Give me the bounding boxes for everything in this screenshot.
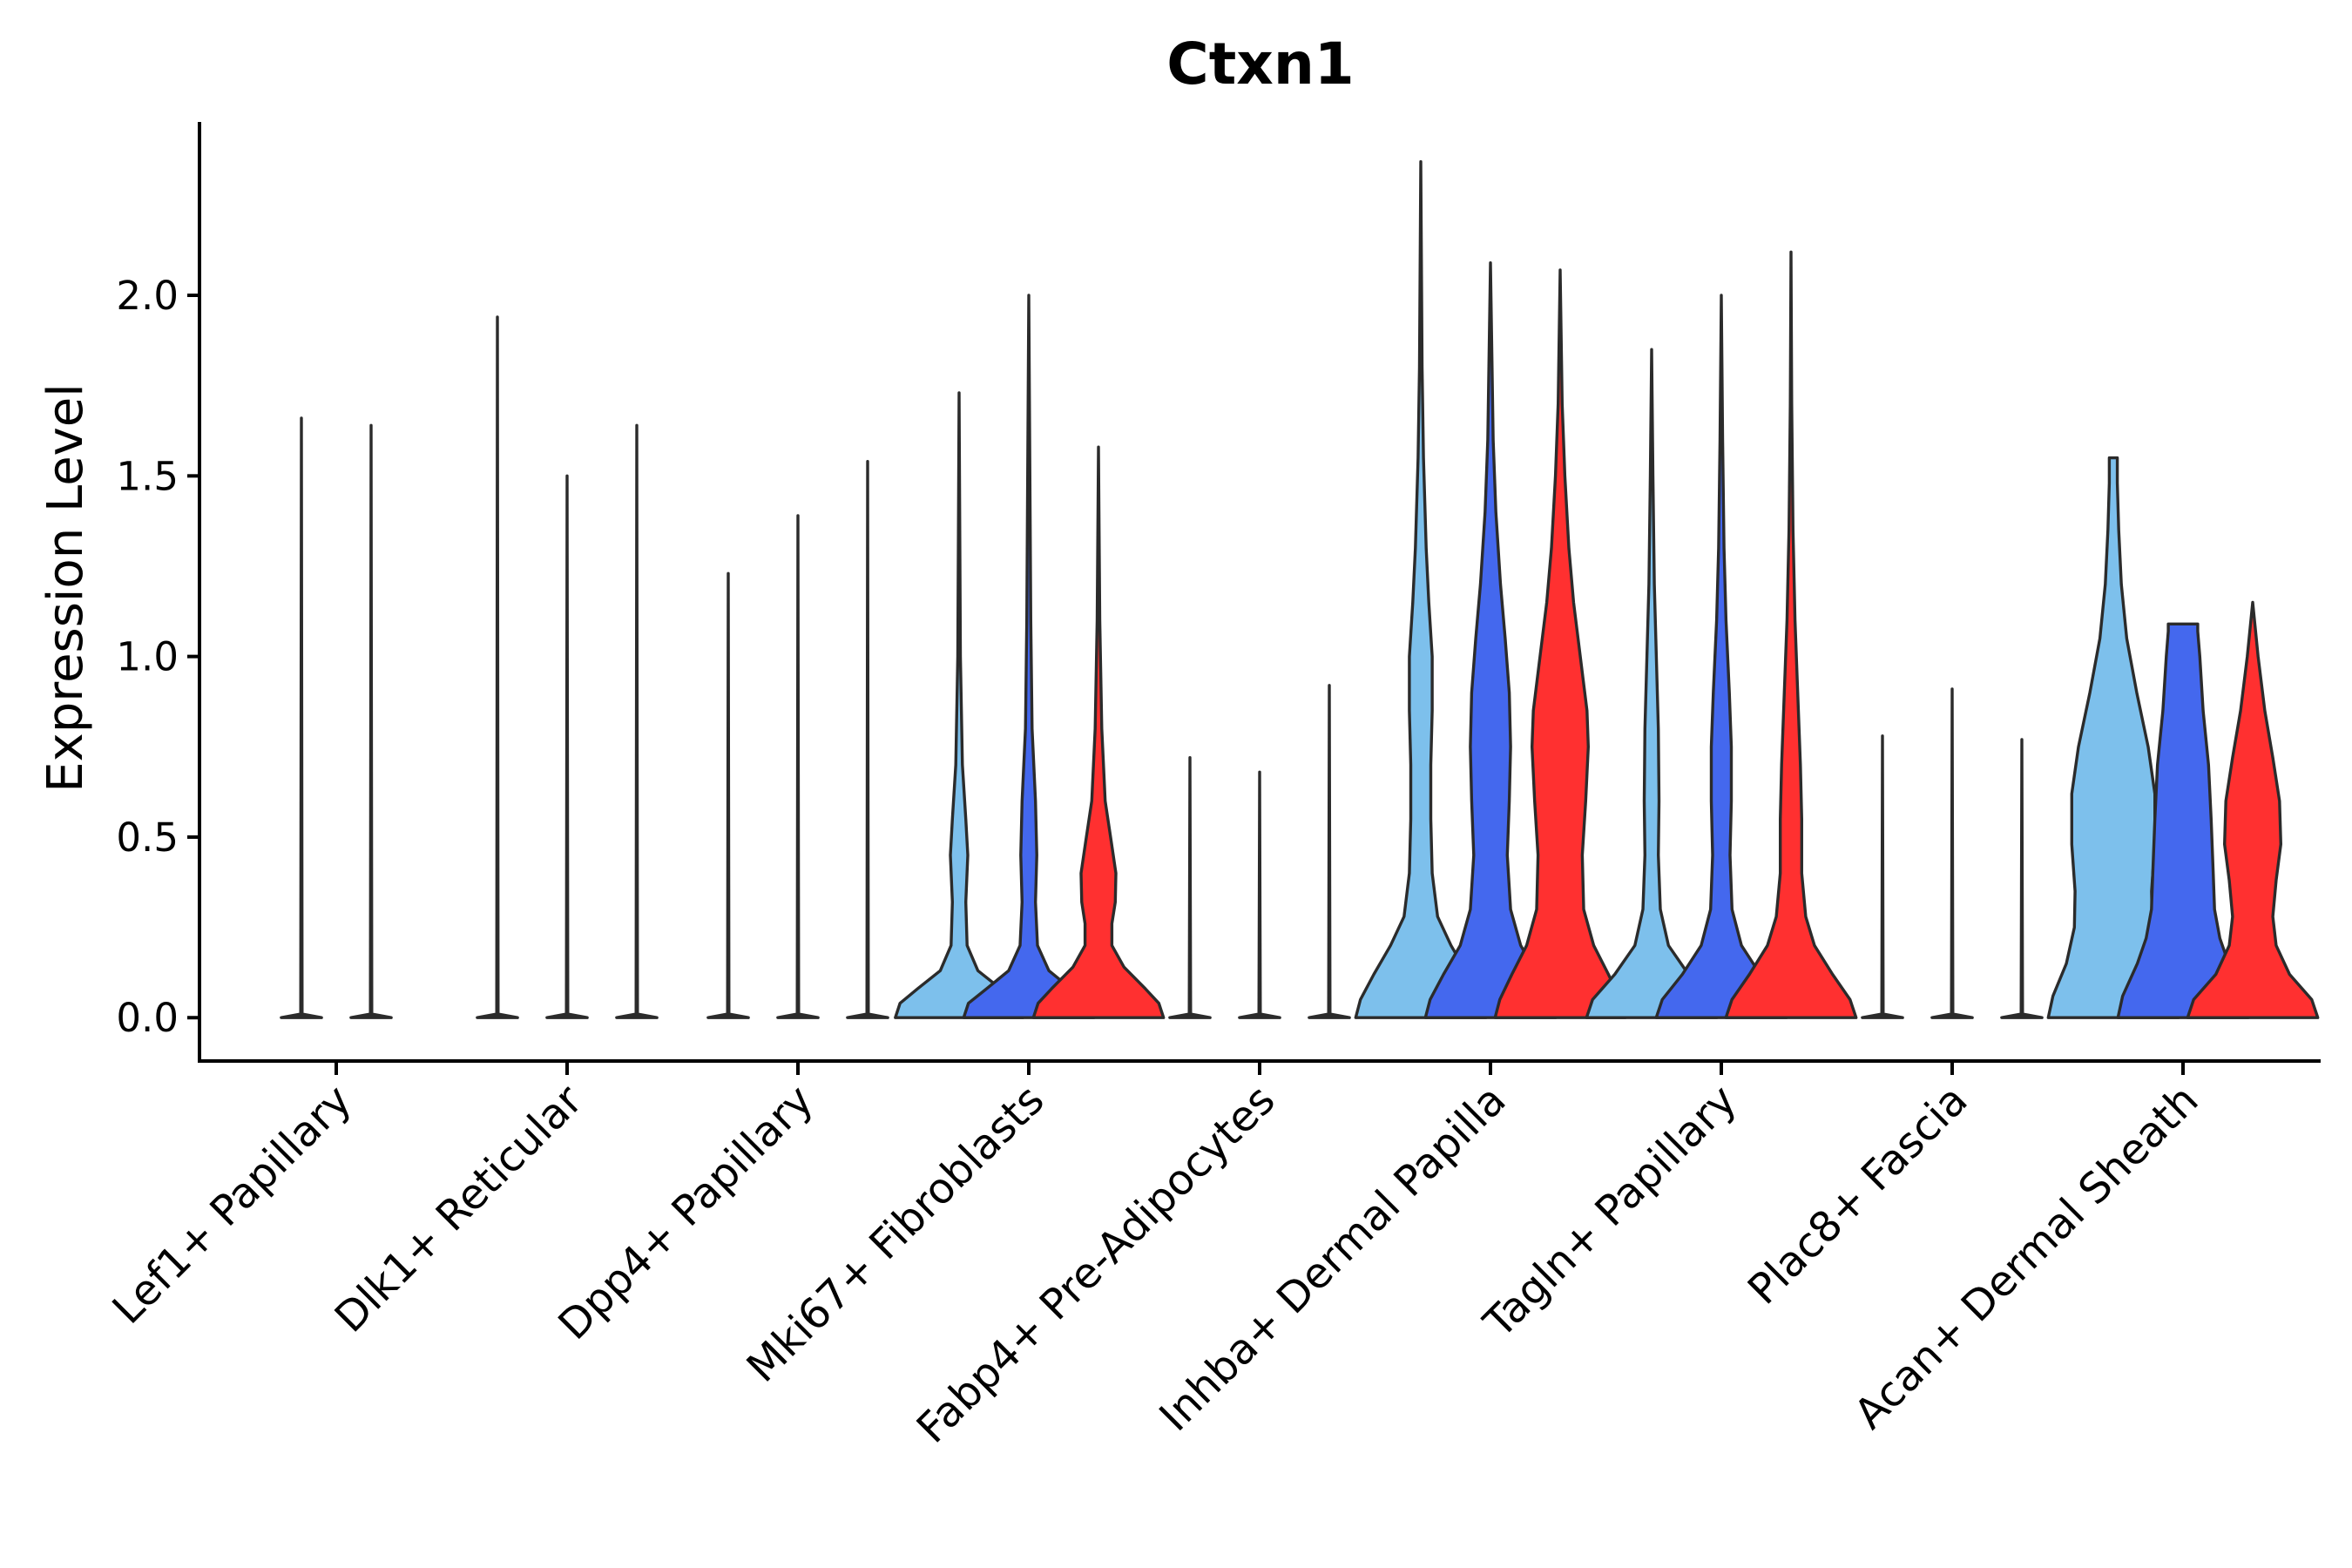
y-axis-label: Expression Level — [37, 383, 94, 793]
violin-shape — [894, 391, 1024, 1019]
y-tick-label: 1.5 — [116, 453, 179, 499]
x-tick-label: Plac8+ Fascia — [1739, 1076, 1977, 1315]
y-tick-label: 2.0 — [116, 273, 179, 319]
violin-shape — [2186, 600, 2320, 1019]
violin-shape — [1308, 684, 1351, 1019]
violin-shape — [846, 460, 889, 1019]
violin-shape — [2116, 622, 2250, 1019]
violin-shape — [476, 315, 519, 1019]
x-tick-label: Dpp4+ Papillary — [549, 1076, 822, 1349]
y-tick-label: 0.0 — [116, 995, 179, 1041]
violin-shape — [615, 423, 659, 1019]
violin-shape — [1930, 687, 1974, 1019]
violin-shape — [1238, 770, 1281, 1019]
violin-shape — [2000, 738, 2044, 1019]
violin-shape — [1354, 159, 1488, 1019]
violin-shape — [1031, 445, 1166, 1019]
violin-shape — [349, 423, 393, 1019]
violin-layer — [280, 159, 2320, 1019]
violin-shape — [1493, 268, 1627, 1019]
violin-shape — [280, 416, 323, 1019]
y-axis-ticks: 0.0 0.5 1.0 1.5 2.0 — [116, 273, 199, 1041]
violin-shape — [1861, 734, 1904, 1019]
violin-shape — [1654, 294, 1788, 1019]
violin-shape — [1724, 250, 1858, 1019]
y-tick-label: 1.0 — [116, 634, 179, 680]
violin-shape — [962, 294, 1096, 1019]
x-tick-label: Lef1+ Papillary — [104, 1076, 362, 1334]
violin-shape — [776, 514, 820, 1019]
violin-shape — [1168, 756, 1212, 1019]
x-tick-label: Tagln+ Papillary — [1474, 1076, 1746, 1348]
violin-shape — [545, 474, 589, 1019]
violin-shape — [706, 571, 750, 1019]
violin-shape — [1585, 348, 1719, 1019]
chart-title: Ctxn1 — [1166, 30, 1354, 98]
violin-shape — [1423, 261, 1558, 1019]
x-tick-label: Dlk1+ Reticular — [326, 1076, 592, 1342]
y-tick-label: 0.5 — [116, 814, 179, 861]
